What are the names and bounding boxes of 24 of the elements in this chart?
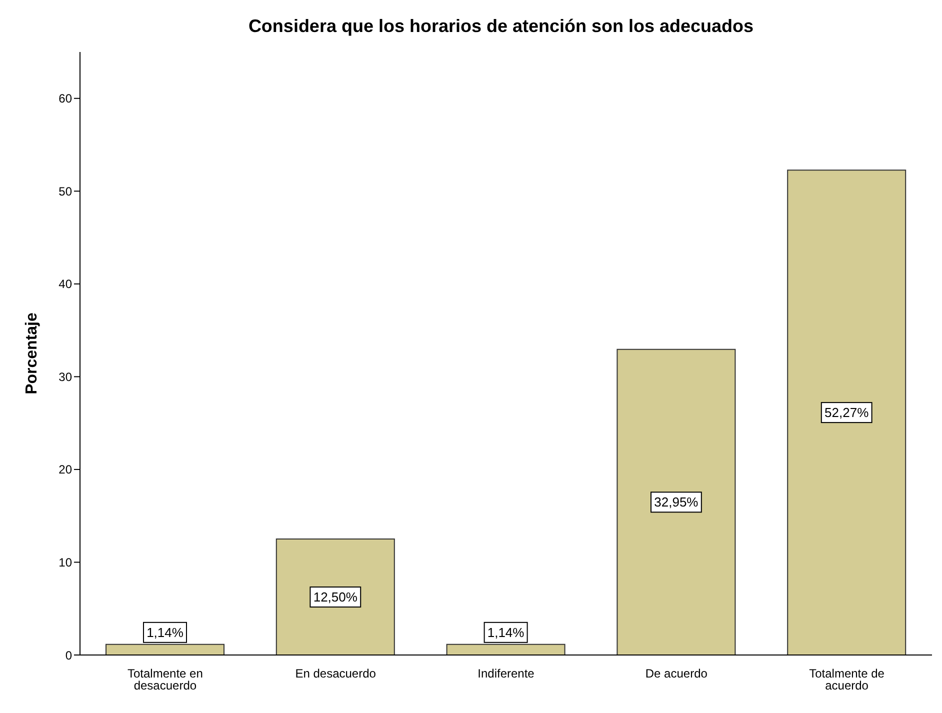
data-label: 52,27% [824,405,870,420]
x-tick-label: Indiferente [478,666,535,681]
chart-title: Considera que los horarios de atención son los adecuados [247,15,755,38]
y-tick-label: 50 [58,184,72,198]
data-label: 1,14% [487,624,525,640]
bar [106,644,224,655]
y-tick-label: 60 [58,92,72,106]
bar [616,348,736,655]
bar [276,538,395,655]
x-tick-label: Totalmente de acuerdo [809,666,885,693]
bar [446,644,566,655]
data-label: 12,50% [313,590,358,605]
x-tick-label: De acuerdo [645,666,708,681]
data-label: 32,95% [654,494,699,510]
y-tick-label: 0 [65,648,72,662]
y-tick-label: 10 [58,555,72,570]
y-tick-label: 20 [58,462,72,477]
x-tick-label: En desacuerdo [295,666,376,681]
x-tick-label: Totalmente en desacuerdo [128,666,203,693]
y-axis-title: Porcentaje [24,312,41,394]
y-tick-label: 40 [58,277,72,292]
bar [787,170,906,655]
y-tick-label: 30 [58,370,72,384]
data-label: 1,14% [146,624,184,640]
